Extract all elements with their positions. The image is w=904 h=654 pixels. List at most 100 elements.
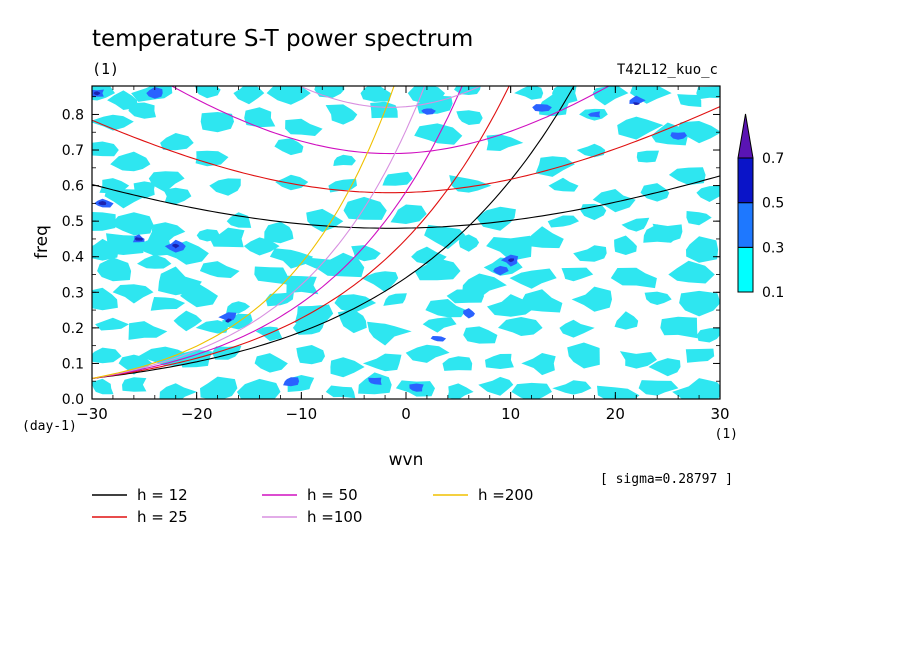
- contour-patch-high: [225, 318, 232, 323]
- contour-patch-low: [614, 311, 639, 330]
- contour-patch-low: [454, 86, 481, 95]
- contour-patch-low: [422, 317, 457, 333]
- curve-kelvin: [92, 86, 510, 379]
- contour-patch-low: [274, 138, 304, 156]
- contour-patch-low: [405, 344, 450, 363]
- contour-patch-low: [592, 189, 636, 213]
- contour-patch-high: [508, 258, 514, 263]
- curve-kelvin: [92, 86, 463, 379]
- contour-patch-low: [390, 204, 427, 224]
- contour-patch-mid: [588, 111, 601, 118]
- contour-patch-low: [128, 102, 156, 119]
- contour-patch-low: [527, 226, 564, 249]
- contour-patch-low: [141, 238, 171, 256]
- y-axis-unit: (day-1): [22, 419, 77, 434]
- contour-patch-low: [511, 382, 552, 399]
- contour-patch-low: [226, 301, 250, 314]
- contour-patch-low: [597, 385, 640, 399]
- contour-patch-mid: [493, 265, 509, 276]
- contour-patch-low: [414, 123, 463, 145]
- contour-patch-low: [200, 112, 234, 133]
- contour-patch-low: [209, 178, 241, 196]
- x-tick-label: −20: [181, 405, 213, 423]
- colorbar-label: 0.5: [762, 196, 784, 212]
- contour-patch-low: [195, 320, 228, 334]
- contour-patch-low: [617, 116, 664, 140]
- dispersion-curve-layer: [92, 86, 720, 379]
- y-axis-label: freq: [32, 225, 52, 259]
- contour-patch-low: [275, 174, 309, 191]
- contour-patch-low: [686, 236, 719, 263]
- contour-patch-mid: [430, 336, 447, 342]
- axis-tick-layer: −30 −20 −10 0 10 20 30 0.0 0.1 0.2 0.3 0.4 0.5 0.6 0.7…: [62, 86, 730, 423]
- contour-patch-low: [676, 121, 720, 144]
- legend-label: h =200: [478, 486, 533, 504]
- contour-patch-high: [172, 243, 180, 249]
- contour-patch-low: [573, 245, 607, 262]
- colorbar-segment: [737, 157, 754, 204]
- contour-patch-low: [576, 143, 606, 158]
- contour-patch-low: [610, 267, 657, 289]
- contour-patch-low: [382, 171, 413, 186]
- contour-patch-low: [458, 234, 480, 252]
- contour-patch-low: [92, 114, 134, 131]
- contour-patch-low: [559, 319, 595, 338]
- contour-patch-low: [97, 257, 132, 282]
- contour-patch-low: [226, 212, 252, 228]
- x-tick-label: −30: [76, 405, 108, 423]
- contour-patch-low: [330, 357, 365, 378]
- curve-upper: [170, 86, 610, 155]
- y-tick-label: 0.1: [62, 356, 84, 372]
- contour-patch-low: [244, 107, 276, 128]
- sigma-note: [ sigma=0.28797 ]: [600, 472, 733, 487]
- contour-patch-low: [383, 293, 407, 306]
- contour-patch-low: [640, 183, 670, 202]
- contour-patch-low: [92, 378, 114, 395]
- contour-patch-mid: [146, 87, 163, 99]
- contour-patch-low: [447, 383, 474, 399]
- curve-upper: [298, 86, 482, 108]
- colorbar-segment: [737, 246, 754, 293]
- contour-patch-low: [122, 377, 147, 392]
- contour-patch-low: [325, 104, 358, 125]
- chart-subtitle-left: (1): [92, 60, 119, 78]
- curve-kelvin: [92, 86, 575, 379]
- chart-title: temperature S-T power spectrum: [92, 26, 473, 52]
- contour-patch-low: [672, 378, 720, 399]
- contour-patch-low: [325, 385, 356, 399]
- contour-patch-low: [200, 376, 238, 399]
- contour-patch-low: [370, 101, 398, 119]
- y-tick-label: 0.4: [62, 250, 84, 266]
- x-tick-label: 20: [606, 405, 625, 423]
- contour-patch-low: [425, 299, 467, 318]
- contour-patch-low: [361, 271, 399, 293]
- contour-patch-low: [314, 86, 345, 98]
- contour-patch-low: [137, 254, 172, 269]
- y-tick-label: 0.6: [62, 179, 84, 195]
- contour-patch-low: [360, 86, 391, 102]
- contour-patch-low: [233, 86, 265, 105]
- contour-fill-layer: [92, 86, 720, 399]
- y-tick-label: 0.0: [62, 392, 84, 408]
- contour-patch-low: [362, 353, 402, 372]
- contour-patch-low: [128, 321, 168, 340]
- contour-patch-low: [442, 356, 473, 371]
- contour-patch-low: [486, 134, 524, 151]
- contour-patch-low: [643, 224, 680, 243]
- contour-patch-low: [521, 353, 556, 376]
- contour-patch-mid: [421, 108, 436, 115]
- contour-patch-low: [243, 237, 280, 256]
- contour-patch-low: [209, 227, 245, 248]
- x-tick-label: 30: [710, 405, 729, 423]
- x-axis-label: wvn: [389, 450, 424, 470]
- contour-patch-low: [285, 118, 323, 136]
- contour-patch-mid: [629, 95, 646, 104]
- contour-patch-low: [367, 321, 412, 346]
- contour-patch-low: [414, 258, 461, 281]
- contour-patch-low: [679, 290, 720, 317]
- contour-patch-low: [266, 86, 311, 105]
- x-tick-label: −10: [286, 405, 318, 423]
- contour-patch-low: [561, 267, 594, 282]
- contour-patch-low: [547, 215, 579, 228]
